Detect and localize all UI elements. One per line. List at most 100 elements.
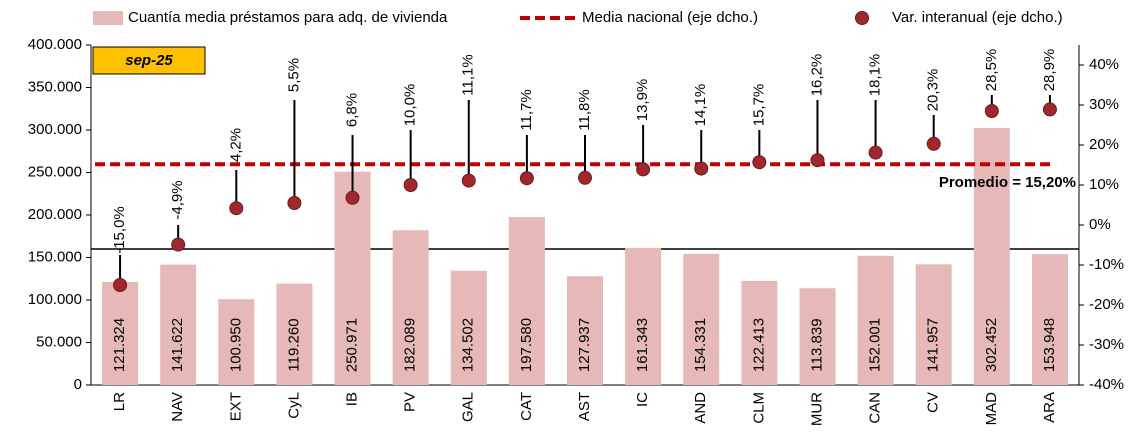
point-label: 20,3%	[925, 69, 942, 112]
point	[694, 161, 709, 176]
y-tick-label: 400.000	[28, 36, 82, 53]
point-label: 15,7%	[750, 84, 767, 127]
point-label: -4,9%	[169, 180, 186, 219]
bar	[973, 127, 1010, 385]
legend-swatch	[855, 11, 869, 25]
bar	[799, 288, 836, 385]
point	[171, 237, 186, 252]
bar-value-label: 119.260	[285, 318, 302, 371]
point-label: 11,8%	[576, 89, 593, 130]
bar	[392, 230, 429, 385]
point-label: 18,1%	[867, 54, 884, 97]
bar-value-label: 141.622	[169, 318, 186, 372]
bar-value-label: 250.971	[343, 318, 360, 372]
x-tick-label: CyL	[285, 392, 302, 419]
x-tick-label: CAT	[518, 392, 535, 421]
point	[984, 104, 999, 118]
point	[461, 173, 476, 188]
x-tick-label: NAV	[169, 392, 186, 422]
y2-tick-label: -40%	[1089, 376, 1124, 393]
point-label: 28,9%	[1041, 49, 1058, 92]
bar-value-label: 100.950	[227, 318, 244, 372]
x-tick-label: CV	[925, 392, 942, 413]
bar-value-label: 113.839	[808, 318, 825, 371]
point-label: -15,0%	[111, 206, 128, 254]
bar-value-label: 121.324	[111, 318, 128, 372]
bar	[102, 281, 139, 385]
point	[752, 155, 767, 170]
y2-tick-label: -10%	[1089, 256, 1124, 273]
y-tick-label: 150.000	[28, 248, 82, 265]
bar	[741, 280, 778, 385]
point-label: 6,8%	[343, 93, 360, 127]
bar	[334, 171, 371, 385]
bar	[508, 217, 545, 385]
x-tick-label: PV	[402, 392, 419, 412]
point-label: 16,2%	[808, 54, 825, 97]
point-label: 28,5%	[983, 49, 1000, 92]
bar-value-label: 153.948	[1041, 318, 1058, 372]
x-tick-label: CAN	[867, 392, 884, 424]
y2-tick-label: 40%	[1089, 56, 1119, 73]
bar-value-label: 182.089	[402, 318, 419, 372]
x-tick-label: CLM	[750, 392, 767, 424]
x-tick-label: MAD	[983, 392, 1000, 426]
point	[403, 178, 418, 192]
bar	[567, 276, 603, 385]
bar	[218, 299, 255, 385]
point-label: 11,7%	[518, 89, 535, 130]
point	[636, 162, 651, 177]
bar-value-label: 161.343	[634, 318, 651, 372]
y-tick-label: 200.000	[28, 206, 82, 223]
x-tick-label: IB	[343, 392, 360, 406]
bar	[857, 255, 894, 385]
y-tick-label: 50.000	[36, 333, 82, 350]
legend-swatch	[93, 11, 123, 25]
bar	[160, 264, 197, 385]
point-label: 5,5%	[285, 58, 302, 92]
point-label: 13,9%	[634, 79, 651, 122]
y-tick-label: 100.000	[28, 291, 82, 308]
y2-tick-label: 30%	[1089, 96, 1119, 113]
bar	[625, 247, 662, 385]
badge	[92, 46, 206, 75]
x-tick-label: ARA	[1041, 392, 1058, 423]
bar-value-label: 302.452	[983, 318, 1000, 372]
y2-tick-label: -20%	[1089, 296, 1124, 313]
point	[113, 278, 128, 292]
bar-value-label: 122.413	[750, 318, 767, 372]
x-tick-label: EXT	[227, 392, 244, 421]
reference-label: Promedio = 15,20%	[939, 174, 1076, 191]
bar-value-label: 154.331	[692, 318, 709, 372]
bar	[450, 270, 487, 385]
point-label: 14,1%	[692, 84, 709, 127]
point-label: 4,2%	[227, 128, 244, 162]
point	[229, 201, 244, 216]
point	[926, 136, 941, 151]
point	[519, 171, 534, 186]
bar-value-label: 197.580	[518, 318, 535, 372]
y-tick-label: 0	[74, 376, 82, 393]
legend-label: Cuantía media préstamos para adq. de viv…	[128, 9, 448, 26]
bar	[1031, 254, 1068, 385]
y-tick-label: 250.000	[28, 163, 82, 180]
bar-value-label: 141.957	[925, 318, 942, 372]
x-tick-label: MUR	[808, 392, 825, 426]
bar-value-label: 152.001	[867, 318, 884, 372]
x-tick-label: AST	[576, 392, 593, 421]
bar	[276, 283, 313, 385]
y2-tick-label: 20%	[1089, 136, 1119, 153]
point	[1042, 102, 1057, 117]
y2-tick-label: 10%	[1089, 176, 1119, 193]
y2-tick-label: -30%	[1089, 336, 1124, 353]
point	[287, 196, 302, 210]
y-tick-label: 350.000	[28, 78, 82, 95]
bar	[915, 264, 952, 385]
y2-tick-label: 0%	[1089, 216, 1111, 233]
x-tick-label: LR	[111, 392, 128, 411]
point	[345, 190, 360, 205]
point	[868, 145, 883, 160]
bar	[683, 253, 720, 385]
point	[578, 170, 592, 185]
